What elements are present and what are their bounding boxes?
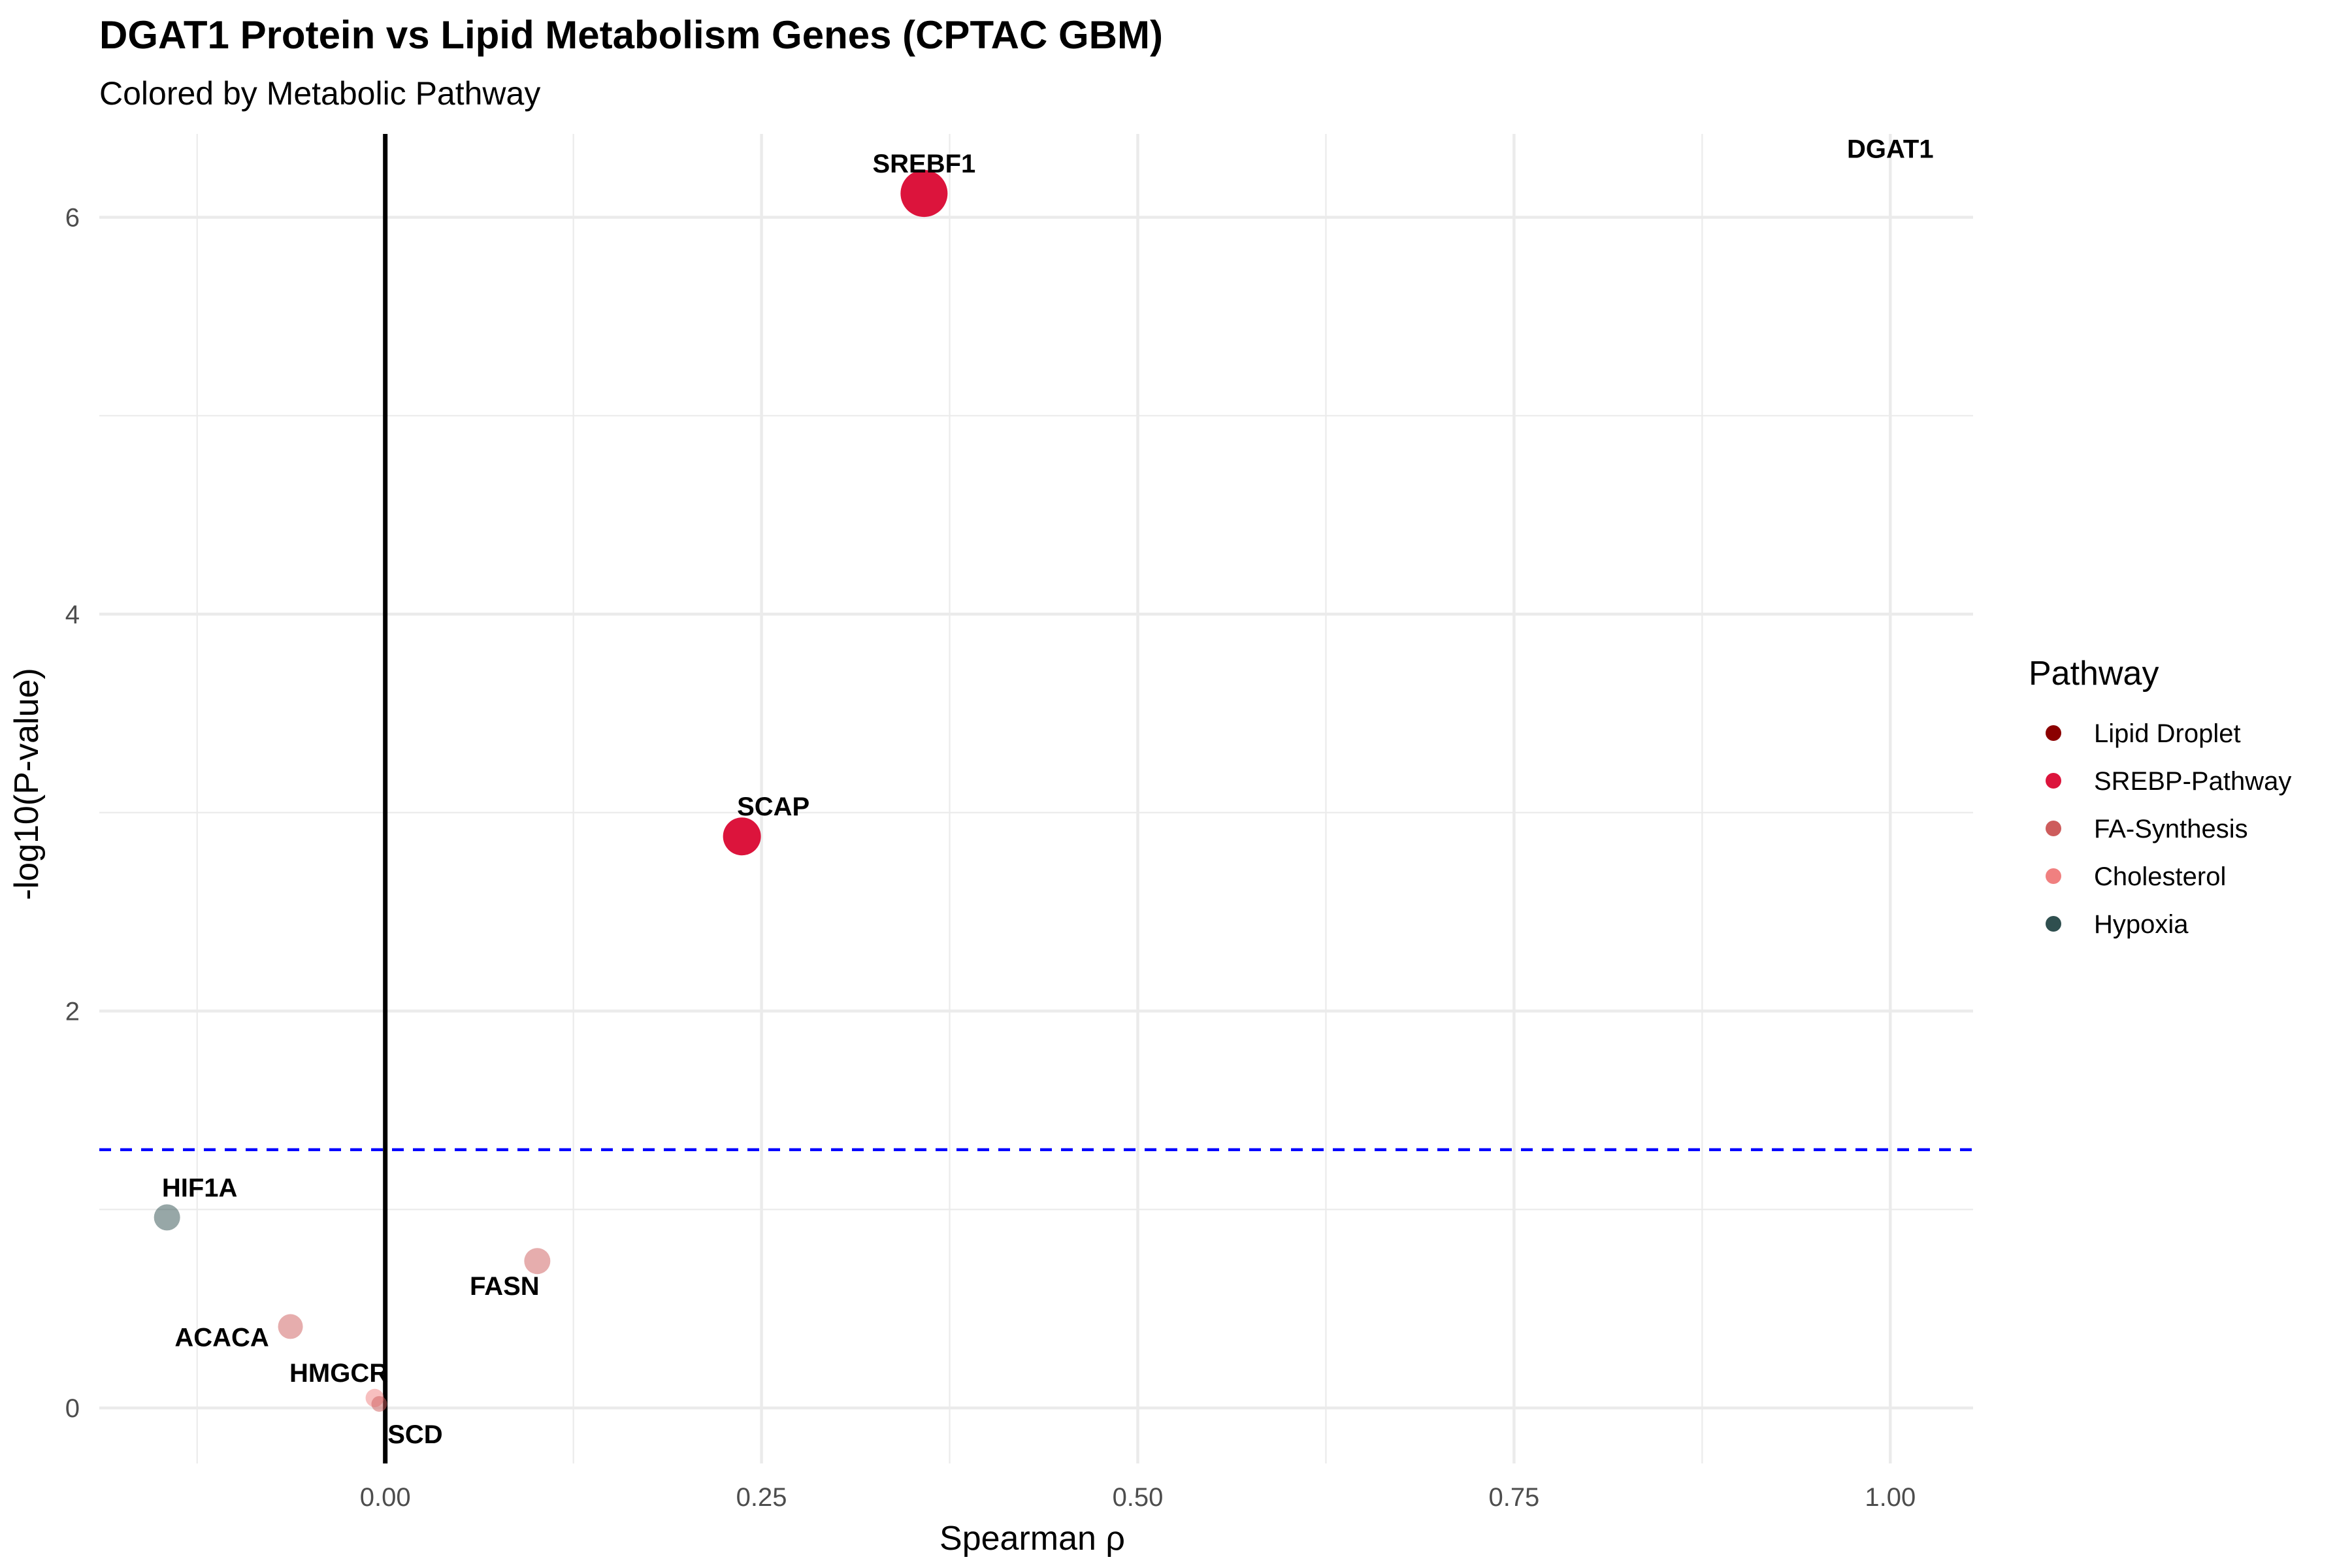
chart-title: DGAT1 Protein vs Lipid Metabolism Genes … bbox=[99, 13, 1163, 57]
data-point-srebf1 bbox=[900, 170, 948, 218]
legend-key bbox=[2046, 821, 2061, 836]
grid bbox=[99, 134, 1973, 1463]
x-tick-label: 1.00 bbox=[1865, 1483, 1916, 1512]
x-tick-label: 0.00 bbox=[360, 1483, 411, 1512]
legend-key bbox=[2046, 868, 2061, 884]
point-label-acaca: ACACA bbox=[174, 1323, 269, 1352]
y-tick-label: 4 bbox=[65, 600, 80, 629]
point-label-fasn: FASN bbox=[470, 1272, 540, 1301]
x-axis-title: Spearman ρ bbox=[939, 1520, 1125, 1558]
legend: Pathway Lipid Droplet SREBP-Pathway FA-Syn… bbox=[2029, 655, 2291, 939]
point-label-hmgcr: HMGCR bbox=[289, 1359, 388, 1388]
legend-label: Lipid Droplet bbox=[2094, 719, 2241, 748]
data-point-fasn bbox=[524, 1248, 551, 1275]
legend-label: FA-Synthesis bbox=[2094, 815, 2248, 843]
point-label-dgat1: DGAT1 bbox=[1847, 135, 1934, 163]
tick-labels: 0.00 0.25 0.50 0.75 1.00 0 2 4 6 bbox=[65, 204, 1916, 1512]
x-tick-label: 0.50 bbox=[1113, 1483, 1164, 1512]
point-label-hif1a: HIF1A bbox=[162, 1173, 238, 1202]
point-label-srebf1: SREBF1 bbox=[872, 150, 975, 178]
point-label-scap: SCAP bbox=[737, 792, 809, 821]
point-labels: SREBF1 SCAP HIF1A FASN ACACA HMGCR SCD DGAT1 bbox=[162, 135, 1934, 1448]
legend-label: Hypoxia bbox=[2094, 910, 2189, 939]
legend-key bbox=[2046, 725, 2061, 741]
legend-title: Pathway bbox=[2029, 655, 2159, 693]
data-point-acaca bbox=[278, 1314, 303, 1339]
x-tick-label: 0.25 bbox=[736, 1483, 787, 1512]
legend-label: Cholesterol bbox=[2094, 862, 2226, 891]
x-tick-label: 0.75 bbox=[1488, 1483, 1539, 1512]
y-tick-label: 0 bbox=[65, 1394, 80, 1423]
y-tick-label: 2 bbox=[65, 997, 80, 1026]
y-tick-label: 6 bbox=[65, 204, 80, 233]
legend-key bbox=[2046, 916, 2061, 932]
data-point-scap bbox=[723, 817, 761, 856]
chart-subtitle: Colored by Metabolic Pathway bbox=[99, 75, 540, 112]
data-point-hif1a bbox=[154, 1204, 180, 1231]
y-axis-title: -log10(P-value) bbox=[8, 668, 46, 900]
data-point-scd bbox=[371, 1396, 387, 1412]
reference-lines bbox=[99, 134, 1973, 1463]
point-label-scd: SCD bbox=[387, 1420, 442, 1449]
data-points bbox=[154, 170, 948, 1412]
legend-label: SREBP-Pathway bbox=[2094, 767, 2291, 796]
legend-key bbox=[2046, 773, 2061, 789]
